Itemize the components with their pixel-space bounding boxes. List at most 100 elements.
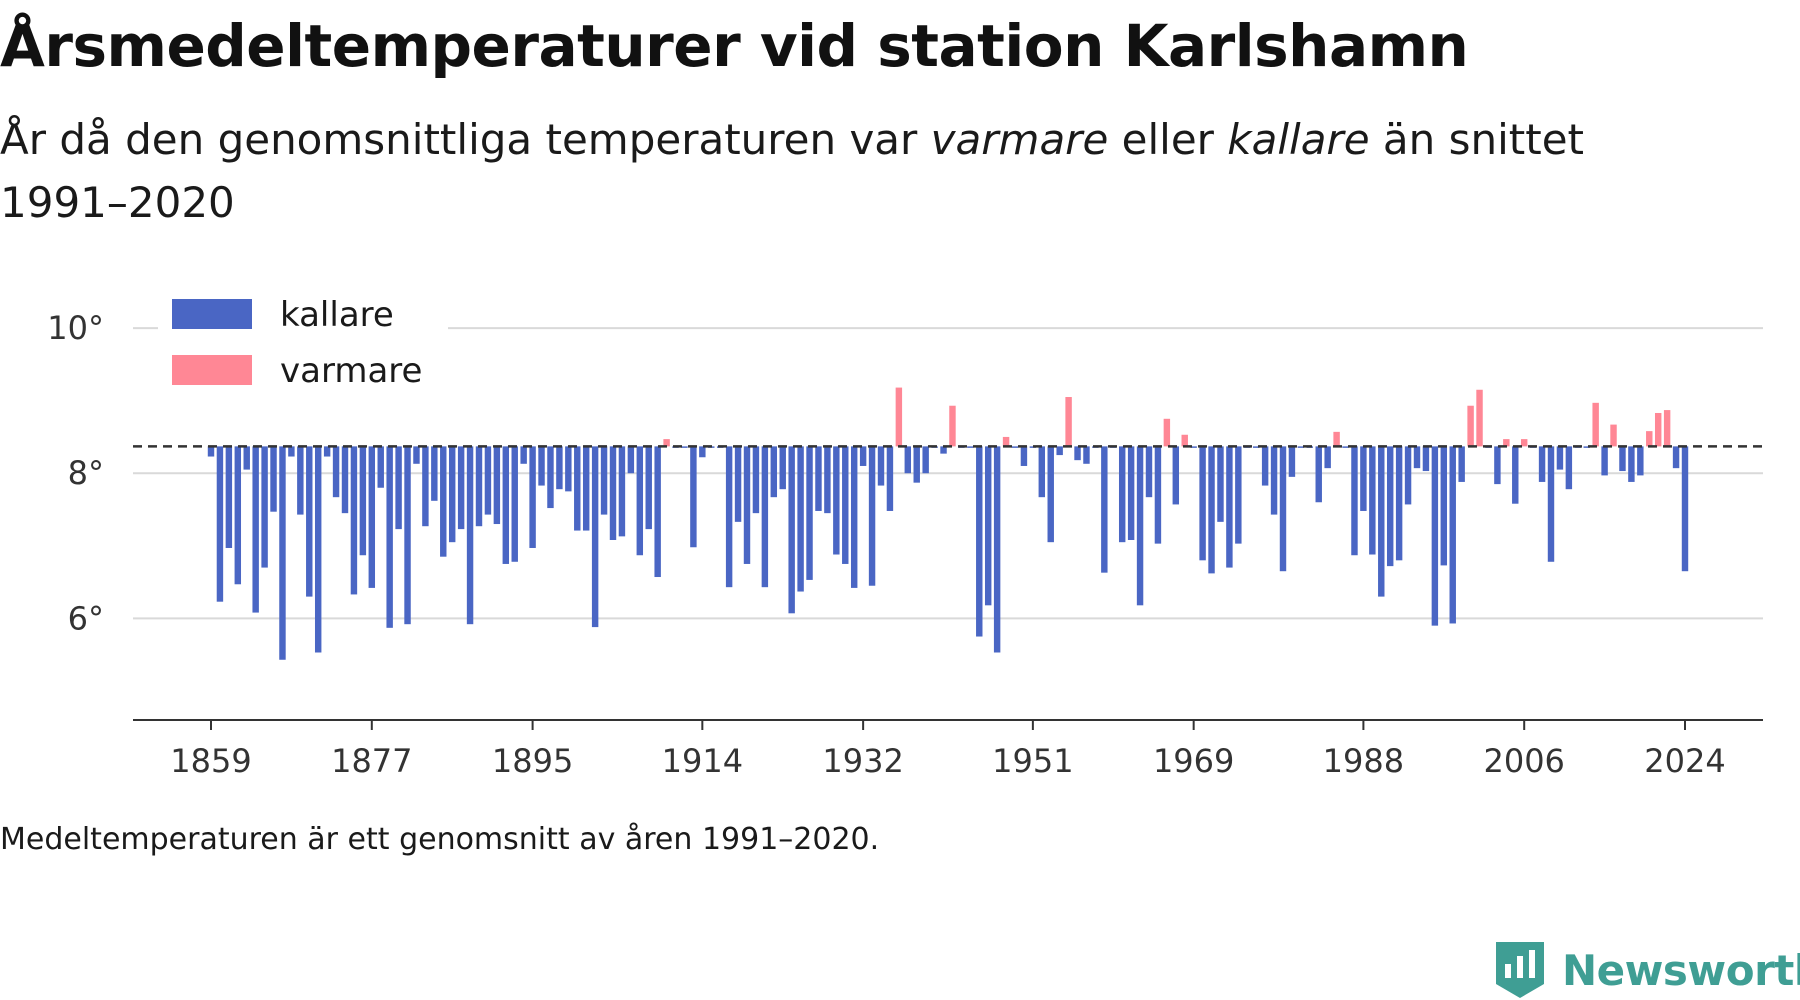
bar-kallare — [1413, 446, 1421, 469]
bar-kallare — [725, 446, 733, 588]
bar-kallare — [1190, 446, 1197, 448]
bar-kallare — [457, 446, 465, 530]
subtitle-part: kallare — [1227, 115, 1370, 164]
chart-svg: 6° 8° 10° 1859 1877 1895 1914 1932 1951 1969 1988… — [47, 270, 1763, 780]
bar-kallare — [1619, 446, 1626, 472]
bar-kallare — [1422, 446, 1430, 472]
bar-kallare — [1297, 446, 1305, 448]
bar-kallare — [842, 446, 849, 564]
legend-swatch-varmare — [172, 355, 252, 385]
x-tick-label: 1932 — [822, 742, 903, 780]
bar-kallare — [1565, 446, 1573, 490]
bar-kallare — [618, 446, 626, 537]
legend-label-varmare: varmare — [280, 351, 422, 391]
y-tick-label: 6° — [68, 599, 104, 637]
bar-kallare — [225, 446, 233, 548]
bar-kallare — [475, 446, 483, 527]
bar-kallare — [1512, 446, 1519, 504]
bar-kallare — [591, 446, 599, 628]
bar-kallare — [1199, 446, 1206, 561]
bar-kallare — [234, 446, 242, 585]
bar-kallare — [306, 446, 313, 597]
bar-varmare — [1503, 439, 1510, 447]
bar-kallare — [654, 446, 661, 578]
bar-varmare — [1065, 397, 1072, 447]
bar-kallare — [1118, 446, 1126, 543]
bar-kallare — [252, 446, 259, 613]
bar-kallare — [1145, 446, 1153, 498]
bar-kallare — [940, 446, 947, 454]
bar-kallare — [976, 446, 983, 637]
bar-kallare — [1404, 446, 1412, 505]
bar-kallare — [216, 446, 224, 602]
bar-varmare — [1610, 424, 1617, 447]
bar-varmare — [1592, 402, 1599, 447]
bar-varmare — [1520, 439, 1528, 447]
bar-kallare — [1252, 446, 1260, 448]
bar-kallare — [993, 446, 1001, 653]
bar-kallare — [547, 446, 554, 509]
bar-kallare — [323, 446, 331, 457]
bar-kallare — [913, 446, 920, 483]
bar-kallare — [413, 446, 420, 464]
bar-kallare — [207, 446, 215, 457]
bar-varmare — [1467, 405, 1474, 447]
bar-kallare — [868, 446, 876, 586]
x-tick-label: 1951 — [992, 742, 1073, 780]
bar-kallare — [1261, 446, 1269, 486]
bar-kallare — [761, 446, 769, 588]
bar-kallare — [1440, 446, 1448, 566]
bar-kallare — [529, 446, 536, 548]
bar-kallare — [243, 446, 250, 470]
bar-kallare — [1047, 446, 1054, 543]
bar-varmare — [949, 405, 956, 447]
bar-kallare — [1547, 446, 1555, 562]
bar-kallare — [833, 446, 840, 555]
bar-varmare — [1663, 410, 1671, 447]
bar-kallare — [377, 446, 384, 488]
bar-kallare — [645, 446, 652, 530]
legend-swatch-kallare — [172, 299, 252, 329]
bar-kallare — [1458, 446, 1465, 482]
bar-kallare — [520, 446, 527, 464]
bar-varmare — [1333, 431, 1340, 447]
bar-kallare — [484, 446, 492, 515]
x-tick-label: 1914 — [662, 742, 743, 780]
bar-kallare — [681, 446, 688, 448]
bar-kallare — [1136, 446, 1144, 606]
bar-kallare — [404, 446, 411, 625]
legend: kallare varmare — [158, 270, 448, 412]
bar-kallare — [699, 446, 706, 458]
bar-kallare — [1172, 446, 1180, 505]
bar-kallare — [1208, 446, 1215, 574]
bar-kallare — [859, 446, 867, 466]
bar-kallare — [1235, 446, 1242, 544]
bar-kallare — [1038, 446, 1046, 498]
bar-kallare — [1154, 446, 1162, 544]
bar-kallare — [1056, 446, 1063, 456]
bar-kallare — [1538, 446, 1546, 482]
bar-kallare — [1369, 446, 1376, 555]
bar-kallare — [824, 446, 831, 514]
bar-kallare — [1494, 446, 1501, 485]
bar-kallare — [922, 446, 929, 474]
bar-kallare — [261, 446, 268, 568]
y-tick-label: 8° — [68, 454, 104, 492]
bar-kallare — [565, 446, 572, 492]
bar-kallare — [1395, 446, 1403, 561]
bar-kallare — [779, 446, 786, 490]
page-title: Årsmedeltemperaturer vid station Karlsha… — [0, 12, 1469, 80]
subtitle-part: än snittet 1991–2020 — [0, 115, 1585, 227]
bar-kallare — [984, 446, 992, 606]
bar-kallare — [1288, 446, 1296, 477]
bar-kallare — [422, 446, 429, 527]
subtitle-part: År då den genomsnittliga temperaturen va… — [0, 115, 931, 164]
bar-kallare — [1386, 446, 1394, 567]
bar-kallare — [511, 446, 518, 562]
bar-kallare — [297, 446, 304, 515]
bar-kallare — [1074, 446, 1081, 461]
bar-kallare — [332, 446, 340, 498]
bar-varmare — [1654, 412, 1662, 447]
bar-kallare — [1628, 446, 1635, 482]
legend-label-kallare: kallare — [280, 295, 394, 335]
